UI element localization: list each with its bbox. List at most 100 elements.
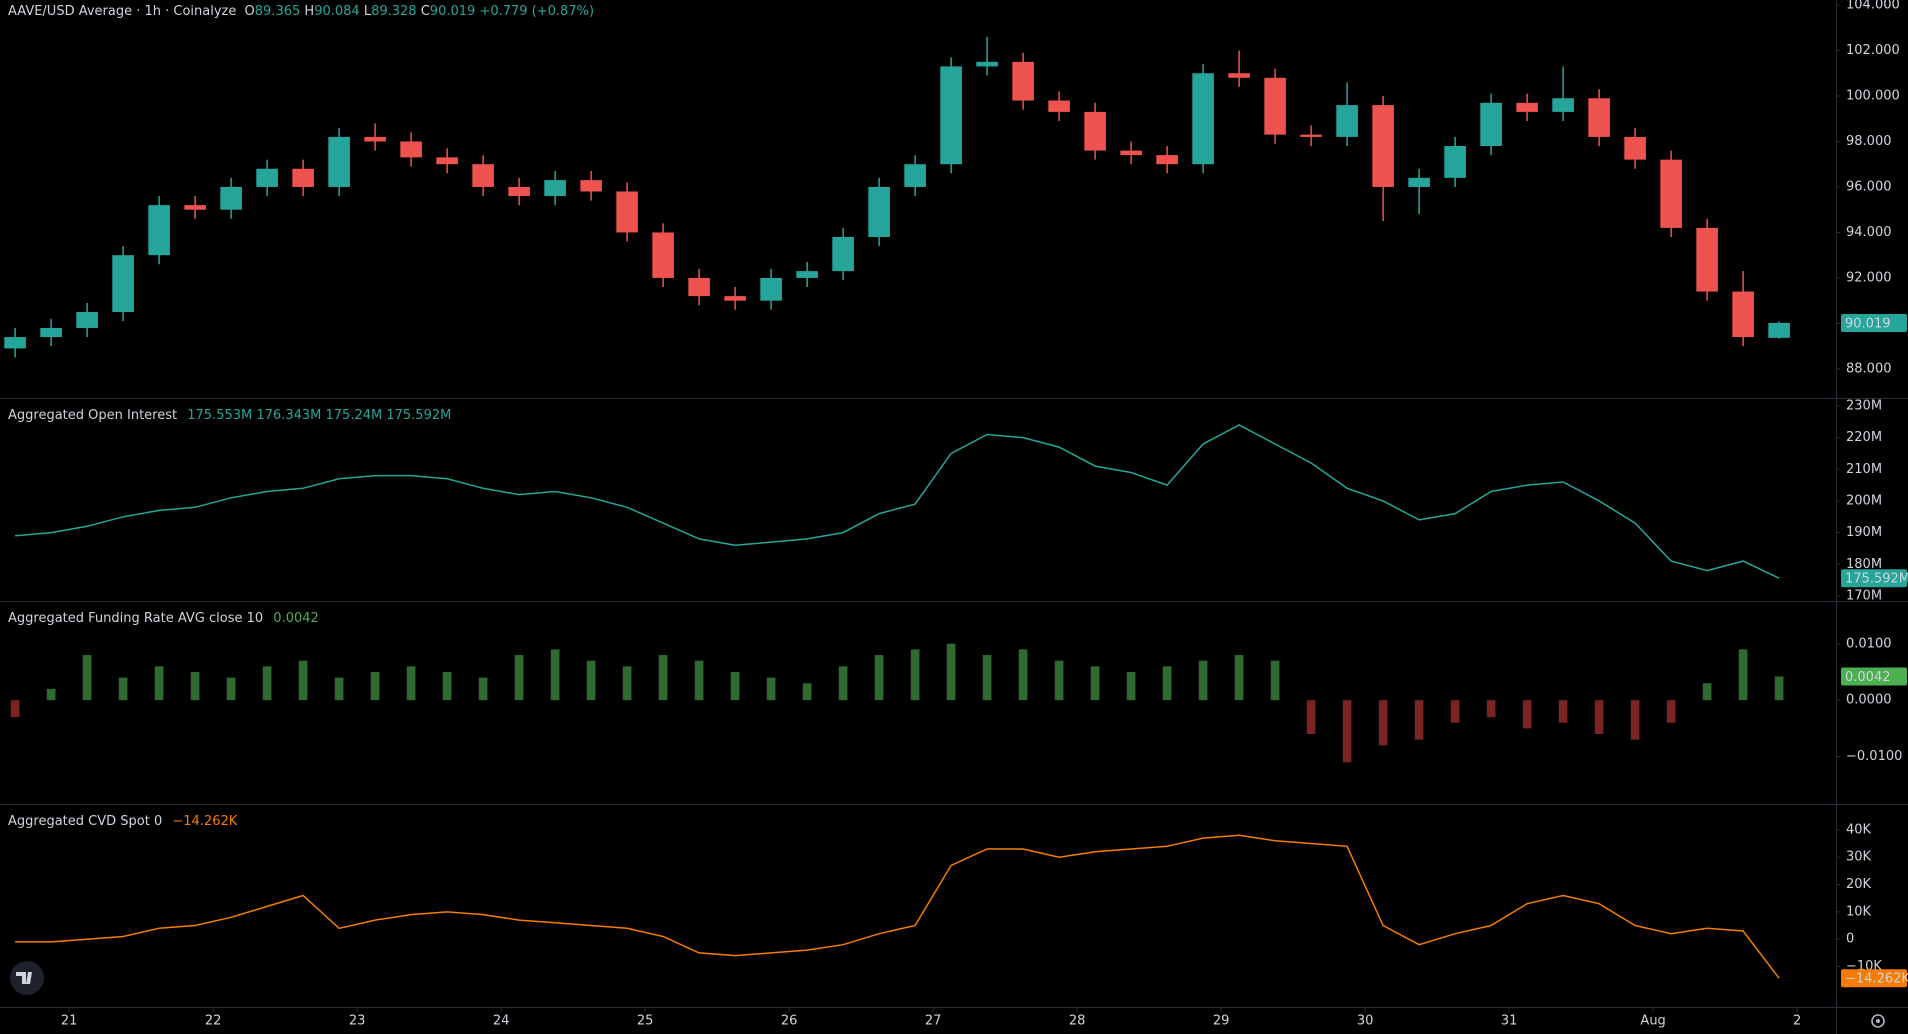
candle-body bbox=[508, 186, 530, 197]
candle-body bbox=[1372, 105, 1394, 187]
bar bbox=[910, 649, 920, 701]
gear-hub[interactable] bbox=[1876, 1019, 1880, 1023]
y-tick-label: 200M bbox=[1846, 493, 1882, 508]
bar bbox=[478, 677, 488, 701]
x-tick-label: 28 bbox=[1069, 1014, 1086, 1029]
bar bbox=[586, 660, 596, 701]
candle-body bbox=[724, 296, 746, 301]
legend-value: 0.0042 bbox=[273, 611, 319, 626]
title: Aggregated CVD Spot 0 bbox=[8, 814, 162, 829]
y-tick-label: 210M bbox=[1846, 462, 1882, 477]
candle-body bbox=[1192, 73, 1214, 165]
y-tick-label: 102.000 bbox=[1846, 43, 1900, 58]
bar bbox=[1342, 700, 1352, 763]
ohlc-label: O bbox=[245, 4, 255, 19]
bar bbox=[334, 677, 344, 701]
oi-header: Aggregated Open Interest 175.553M 176.34… bbox=[8, 408, 451, 423]
x-tick-label: 26 bbox=[781, 1014, 798, 1029]
candle-body bbox=[1336, 105, 1358, 137]
y-tick-label: 30K bbox=[1846, 850, 1872, 865]
candle-body bbox=[1732, 291, 1754, 338]
y-tick-label: 220M bbox=[1846, 430, 1882, 445]
candle-body bbox=[1048, 100, 1070, 112]
bar bbox=[442, 671, 452, 701]
candle-body bbox=[4, 337, 26, 349]
bar bbox=[154, 666, 164, 701]
logo[interactable] bbox=[10, 961, 44, 995]
bar bbox=[1630, 700, 1640, 740]
x-tick-label: 22 bbox=[205, 1014, 222, 1029]
y-tick-label: 190M bbox=[1846, 525, 1882, 540]
y-tick-label: 0 bbox=[1846, 932, 1854, 947]
marks: 88.00090.00092.00094.00096.00098.000100.… bbox=[4, 0, 1908, 1029]
candle-body bbox=[940, 66, 962, 165]
bar bbox=[946, 643, 956, 701]
bar bbox=[622, 666, 632, 701]
x-tick-label: 27 bbox=[925, 1014, 942, 1029]
y-tick-label: 94.000 bbox=[1846, 225, 1892, 240]
candle-body bbox=[364, 136, 386, 142]
bar bbox=[10, 700, 20, 718]
bar bbox=[514, 655, 524, 701]
ohlc-value: 90.084 bbox=[314, 4, 360, 19]
bar bbox=[982, 655, 992, 701]
candle-body bbox=[904, 164, 926, 187]
candle-body bbox=[868, 186, 890, 237]
x-tick-label: 24 bbox=[493, 1014, 510, 1029]
candle-body bbox=[112, 255, 134, 313]
y-tick-label: 170M bbox=[1846, 588, 1882, 603]
y-tick-label: 10K bbox=[1846, 904, 1872, 919]
bar bbox=[1270, 660, 1280, 701]
bar bbox=[1738, 649, 1748, 701]
candle-body bbox=[256, 168, 278, 187]
y-tick-label: 92.000 bbox=[1846, 270, 1892, 285]
candle-body bbox=[1264, 77, 1286, 135]
price-tag bbox=[1841, 569, 1907, 588]
settings-button[interactable] bbox=[1871, 1014, 1885, 1028]
candle-body bbox=[580, 180, 602, 192]
candle-body bbox=[328, 136, 350, 187]
bar bbox=[658, 655, 668, 701]
bar bbox=[298, 660, 308, 701]
cvd-header: Aggregated CVD Spot 0 −14.262K bbox=[8, 814, 238, 829]
bar bbox=[1018, 649, 1028, 701]
price-tag bbox=[1841, 313, 1907, 332]
bar bbox=[1126, 671, 1136, 701]
bar bbox=[1522, 700, 1532, 729]
candle-body bbox=[688, 277, 710, 297]
legend-value: −14.262K bbox=[172, 814, 237, 829]
candle-body bbox=[1588, 98, 1610, 137]
candle-body bbox=[148, 205, 170, 256]
candle-body bbox=[436, 157, 458, 165]
candle-body bbox=[40, 327, 62, 338]
price-tag-label: 0.0042 bbox=[1845, 670, 1891, 685]
bar bbox=[1198, 660, 1208, 701]
bar bbox=[1234, 655, 1244, 701]
candle-body bbox=[1552, 98, 1574, 112]
x-tick-label: 30 bbox=[1357, 1014, 1374, 1029]
bar bbox=[1162, 666, 1172, 701]
candle-body bbox=[1084, 111, 1106, 151]
gear-ring[interactable] bbox=[1871, 1014, 1885, 1028]
candle-body bbox=[796, 271, 818, 278]
logo-glyph[interactable] bbox=[16, 972, 32, 984]
y-tick-label: 40K bbox=[1846, 822, 1872, 837]
bar bbox=[1450, 700, 1460, 723]
bar bbox=[46, 688, 56, 701]
candle-body bbox=[976, 61, 998, 67]
bar bbox=[1558, 700, 1568, 723]
candle-body bbox=[1624, 136, 1646, 160]
price-tag bbox=[1841, 667, 1907, 686]
change: +0.779 (+0.87%) bbox=[479, 4, 594, 19]
y-tick-label: 20K bbox=[1846, 877, 1872, 892]
legend-value: 175.592M bbox=[386, 408, 451, 423]
x-tick-label: 2 bbox=[1793, 1014, 1801, 1029]
candle-body bbox=[1444, 146, 1466, 178]
x-tick-label: 23 bbox=[349, 1014, 366, 1029]
candle-body bbox=[292, 168, 314, 187]
ohlc-value: 90.019 bbox=[430, 4, 476, 19]
candle-body bbox=[1012, 61, 1034, 101]
bar bbox=[766, 677, 776, 701]
candle-body bbox=[1408, 177, 1430, 187]
